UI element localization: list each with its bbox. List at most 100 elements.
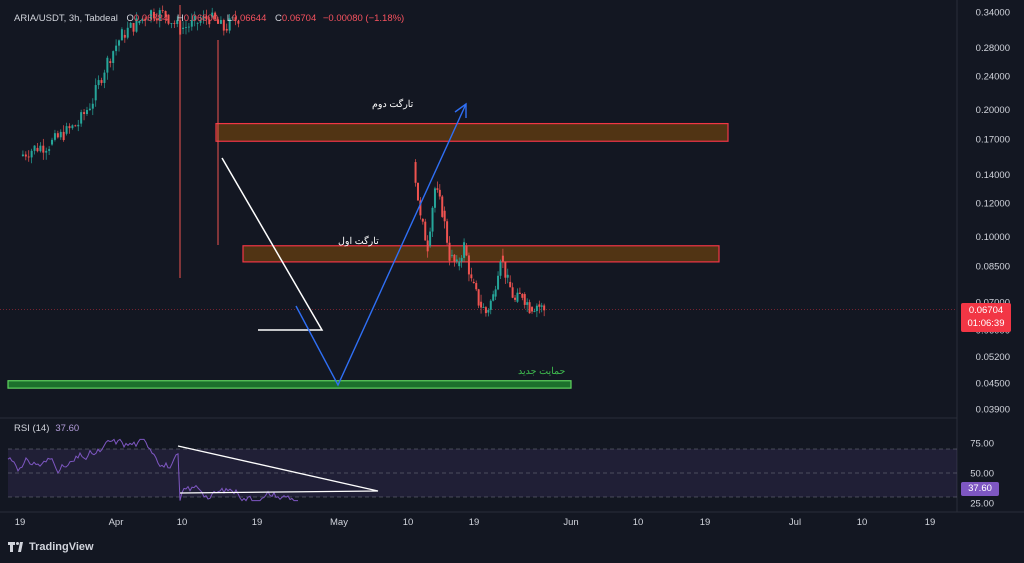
- candle-body: [97, 80, 100, 86]
- y-tick-label: 0.14000: [976, 170, 1010, 181]
- rsi-tick-label: 25.00: [970, 499, 994, 510]
- candle-body: [538, 304, 541, 307]
- candle-body: [193, 16, 196, 21]
- candle-body: [199, 20, 202, 23]
- candle-body: [56, 133, 59, 138]
- candle-body: [497, 275, 500, 290]
- candle-body: [53, 133, 56, 140]
- candle-body: [202, 16, 205, 21]
- candle-body: [196, 22, 199, 24]
- candle-body: [126, 27, 129, 38]
- last-price: 0.06704: [968, 305, 1004, 316]
- rsi-line: [7, 438, 298, 502]
- candle-body: [33, 145, 36, 151]
- candle-body: [152, 12, 155, 19]
- high-value: 0.06800: [183, 13, 219, 24]
- candle-body: [431, 207, 434, 232]
- zone-support: [7, 380, 572, 389]
- candle-body: [219, 19, 222, 24]
- y-tick-label: 0.07000: [976, 297, 1010, 308]
- candle-body: [184, 27, 187, 28]
- close-value: 0.06704: [281, 13, 317, 24]
- low-value: 0.06644: [232, 13, 267, 24]
- candle-body: [83, 112, 86, 114]
- x-tick-label: 10: [857, 517, 868, 528]
- candle-body: [234, 17, 237, 21]
- candle-body: [436, 188, 439, 190]
- candle-body: [51, 139, 54, 145]
- candle-body: [504, 261, 507, 278]
- candle-body: [71, 125, 74, 129]
- projection-arrowhead: [454, 102, 467, 118]
- change-value: −0.00080 (−1.18%): [322, 13, 405, 24]
- candle-body: [424, 221, 427, 241]
- candle-body: [414, 162, 417, 183]
- candle-body: [531, 307, 534, 312]
- candle-body: [27, 156, 30, 158]
- tradingview-brand[interactable]: TradingView: [8, 541, 94, 553]
- x-tick-label: Jul: [789, 517, 801, 528]
- candle-body: [518, 292, 521, 294]
- candle-body: [147, 19, 150, 21]
- candle-body: [187, 26, 190, 28]
- candle-body: [214, 12, 217, 20]
- candle-body: [438, 189, 441, 197]
- candle-body: [482, 307, 485, 309]
- candle-body: [533, 311, 536, 312]
- candle-body: [453, 254, 456, 262]
- tradingview-logo-icon: [8, 542, 24, 552]
- candle-body: [450, 254, 453, 256]
- x-tick-label: Apr: [109, 517, 124, 528]
- candle-body: [429, 231, 432, 246]
- candle-body: [138, 20, 141, 24]
- candle-body: [144, 18, 147, 21]
- candle-body: [59, 131, 62, 138]
- candle-body: [455, 259, 458, 262]
- candle-body: [164, 11, 167, 17]
- falling-wedge-pattern: [221, 157, 324, 331]
- bar-countdown: 01:06:39: [967, 318, 1005, 329]
- candle-body: [460, 257, 463, 262]
- y-axis: 0.34000 0.28000 0.24000 0.20000 0.17000 0.140…: [976, 8, 1010, 416]
- candle-body: [489, 300, 492, 310]
- candle-body: [132, 22, 135, 32]
- candle-body: [458, 261, 461, 267]
- candle-body: [441, 196, 444, 217]
- candle-body: [443, 210, 446, 222]
- candle-body: [106, 57, 109, 73]
- candle-body: [155, 18, 158, 21]
- candle-body: [42, 145, 45, 153]
- candle-body: [477, 289, 480, 306]
- symbol-legend: ARIA/USDT, 3h, Tabdeal O0.06784 H0.06800…: [14, 13, 404, 24]
- candle-body: [68, 126, 71, 129]
- candle-body: [463, 242, 466, 258]
- open-value: 0.06784: [133, 13, 169, 24]
- candle-body: [535, 305, 538, 312]
- y-tick-label: 0.20000: [976, 105, 1010, 116]
- candle-body: [208, 19, 211, 25]
- target1-label: تارگت اول: [338, 236, 379, 247]
- rsi-tick-label: 50.00: [970, 469, 994, 480]
- candle-body: [484, 307, 487, 314]
- candle-body: [217, 19, 220, 24]
- candle-body: [543, 305, 546, 311]
- candle-body: [135, 18, 138, 32]
- candle-body: [21, 154, 24, 157]
- candles-price-late: [414, 159, 546, 318]
- x-tick-label: Jun: [563, 517, 578, 528]
- candle-body: [129, 22, 132, 28]
- candle-body: [170, 23, 173, 24]
- candle-body: [77, 124, 80, 127]
- candle-body: [123, 34, 126, 38]
- x-tick-label: 19: [469, 517, 480, 528]
- candle-body: [419, 200, 422, 216]
- y-tick-label: 0.03900: [976, 405, 1010, 416]
- candle-body: [150, 10, 153, 20]
- x-tick-label: 19: [925, 517, 936, 528]
- rsi-value: 37.60: [55, 423, 80, 434]
- candle-body: [509, 281, 512, 288]
- candle-body: [433, 188, 436, 208]
- rsi-band: [8, 449, 957, 497]
- candle-body: [109, 61, 112, 64]
